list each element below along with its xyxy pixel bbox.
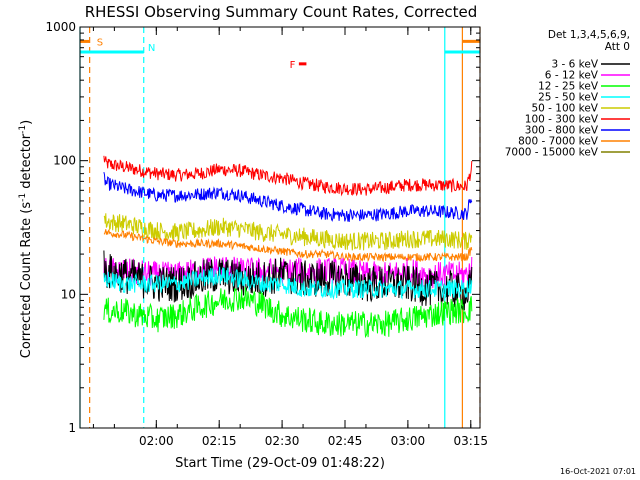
svg-text:Corrected Count Rate (s-1 dete: Corrected Count Rate (s-1 detector-1) — [18, 120, 34, 358]
legend-entry-label: 100 - 300 keV — [525, 114, 599, 126]
y-tick-label: 1000 — [45, 20, 76, 34]
flare-label: F — [290, 60, 296, 71]
plot-frame — [79, 26, 481, 429]
y-tick-label: 100 — [53, 154, 76, 168]
y-tick-label: 1 — [68, 421, 76, 435]
axes: 1 10 100 1000 02:00 02:15 02:30 02:45 03:00 03:15 — [45, 20, 488, 448]
x-tick-label: 03:00 — [391, 434, 426, 448]
x-axis-label: Start Time (29-Oct-09 01:48:22) — [175, 456, 385, 471]
x-tick-label: 03:15 — [453, 434, 488, 448]
y-axis-label-part: detector — [19, 133, 34, 193]
legend-header: Att 0 — [605, 41, 630, 53]
night-label: N — [148, 43, 155, 54]
series-line-3 — [103, 213, 473, 251]
orbit-markers: N S F — [79, 27, 481, 428]
legend-entry-label: 7000 - 15000 keV — [505, 147, 599, 159]
y-axis-label-part: ) — [19, 120, 34, 125]
legend-header: Det 1,3,4,5,6,9, — [548, 29, 630, 41]
series-line-2 — [103, 171, 473, 222]
x-tick-label: 02:00 — [139, 434, 174, 448]
x-tick-label: 02:30 — [265, 434, 300, 448]
legend-entry-label: 50 - 100 keV — [531, 103, 598, 115]
y-axis-label: Corrected Count Rate (s-1 detector-1) — [18, 120, 34, 358]
x-tick-label: 02:45 — [328, 434, 363, 448]
legend-entry-label: 6 - 12 keV — [545, 70, 599, 82]
y-axis-label-sup: -1 — [18, 125, 28, 134]
y-axis-label-part: Corrected Count Rate (s — [19, 202, 34, 359]
series-line-8 — [103, 287, 473, 339]
legend-entry-label: 300 - 800 keV — [525, 125, 599, 137]
saa-label: S — [97, 37, 103, 48]
x-tick-label: 02:15 — [202, 434, 237, 448]
y-axis-label-sup: -1 — [18, 193, 28, 202]
legend-entry-label: 800 - 7000 keV — [518, 136, 599, 148]
series-line-4 — [103, 228, 473, 263]
chart-title: RHESSI Observing Summary Count Rates, Co… — [85, 3, 478, 21]
legend-entry-label: 3 - 6 keV — [551, 59, 598, 71]
series-line-1 — [103, 155, 473, 197]
y-tick-label: 10 — [61, 287, 76, 301]
legend-entry-label: 12 - 25 keV — [538, 81, 599, 93]
legend-entry-label: 25 - 50 keV — [538, 92, 599, 104]
series-group — [103, 155, 473, 339]
series-line-7 — [103, 266, 473, 300]
series-line-6 — [103, 250, 473, 311]
footer-date: 16-Oct-2021 07:01 — [560, 467, 636, 476]
